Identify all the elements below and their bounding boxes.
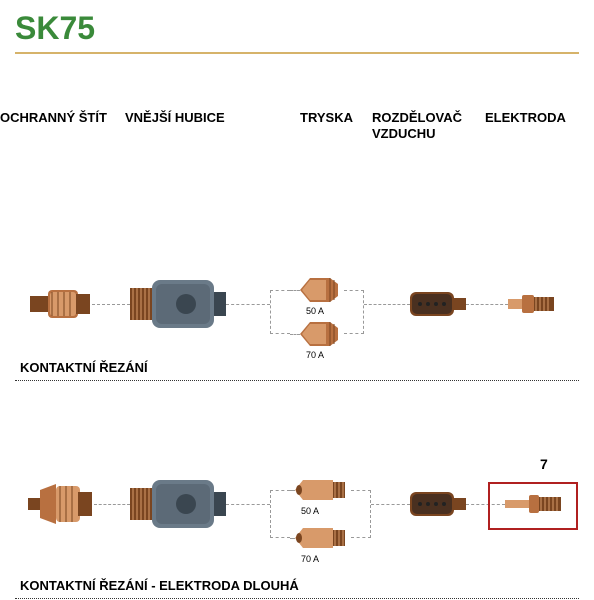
tip-bracket	[270, 490, 290, 538]
highlight-number: 7	[540, 456, 548, 472]
connector-dash	[290, 538, 295, 539]
title-rule	[15, 52, 579, 54]
part-electrode	[508, 293, 554, 320]
tip-amp-label: 50 A	[306, 306, 324, 316]
tip-icon	[300, 276, 340, 304]
section-label: KONTAKTNÍ ŘEZÁNÍ	[20, 360, 148, 375]
highlight-box	[488, 482, 578, 530]
tip-bracket	[270, 290, 290, 334]
title-text: SK75	[15, 10, 95, 46]
distributor-icon	[410, 288, 466, 320]
electrode-icon	[508, 293, 554, 315]
header-outer_nozzle: VNĚJŠÍ HUBICE	[125, 110, 245, 126]
section-label: KONTAKTNÍ ŘEZÁNÍ - ELEKTRODA DLOUHÁ	[20, 578, 299, 593]
outer-nozzle-icon	[130, 478, 226, 530]
part-tip-0	[300, 276, 340, 309]
header-shield: OCHRANNÝ ŠTÍT	[0, 110, 110, 126]
page-title: SK75	[0, 0, 594, 52]
tip-amp-label: 70 A	[306, 350, 324, 360]
tip-icon	[300, 320, 340, 348]
connector-dash	[290, 334, 300, 335]
header-electrode: ELEKTRODA	[485, 110, 585, 126]
section-rule	[15, 598, 579, 599]
tip-long-icon	[295, 476, 347, 504]
part-tip-1	[300, 320, 340, 353]
tip-bracket-right	[351, 490, 371, 538]
tip-amp-label: 70 A	[301, 554, 319, 564]
part-tip-0	[295, 476, 347, 509]
connector-dash	[92, 304, 130, 305]
connector-dash	[466, 304, 508, 305]
distributor-icon	[410, 488, 466, 520]
part-distributor	[410, 488, 466, 525]
tip-bracket-right	[344, 290, 364, 334]
part-outer_nozzle	[130, 278, 226, 335]
outer-nozzle-icon	[130, 278, 226, 330]
part-tip-1	[295, 524, 347, 557]
part-distributor	[410, 288, 466, 325]
tip-long-icon	[295, 524, 347, 552]
section-rule	[15, 380, 579, 381]
header-tip: TRYSKA	[300, 110, 370, 126]
shield-icon	[30, 284, 92, 324]
part-shield	[30, 284, 92, 329]
part-outer_nozzle	[130, 478, 226, 535]
part-shield	[28, 482, 94, 531]
connector-dash	[290, 490, 295, 491]
tip-amp-label: 50 A	[301, 506, 319, 516]
connector-dash	[226, 504, 270, 505]
shield-long-icon	[28, 482, 94, 526]
connector-dash	[364, 304, 410, 305]
connector-dash	[94, 504, 130, 505]
header-distributor: ROZDĚLOVAČ VZDUCHU	[372, 110, 472, 141]
connector-dash	[290, 290, 300, 291]
connector-dash	[226, 304, 270, 305]
connector-dash	[371, 504, 410, 505]
